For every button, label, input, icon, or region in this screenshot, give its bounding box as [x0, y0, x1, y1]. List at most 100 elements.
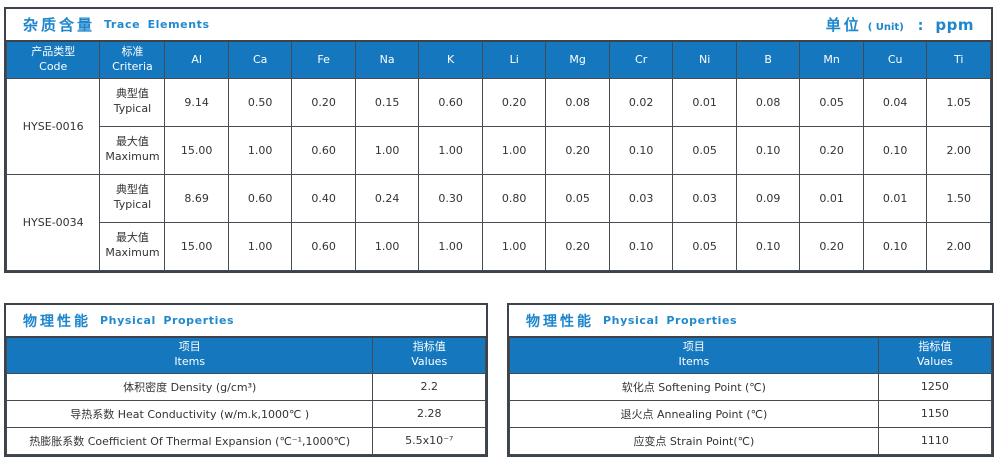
physical-right-title-en: Physical Properties [603, 314, 738, 327]
value-cell: 0.10 [608, 221, 674, 271]
value-cell: 0.04 [862, 77, 928, 127]
criteria-zh: 典型值 [115, 87, 149, 101]
unit-label-group: 单位 ( Unit) : ppm [826, 14, 974, 35]
value-cell: 0.10 [862, 221, 928, 271]
criteria-zh: 最大值 [115, 135, 149, 149]
value-cell: 0.60 [291, 221, 356, 271]
col-header-element: Fe [291, 40, 356, 79]
value-cell: 0.15 [354, 77, 420, 127]
col-header-element: Cu [862, 40, 928, 79]
col-header-criteria: 标准 Criteria [99, 40, 166, 79]
col-header-values-zh: 指标值 [412, 340, 446, 354]
value-cell: 0.01 [672, 77, 737, 127]
value-cell: 1.00 [227, 125, 293, 175]
col-header-values: 指标值 Values [372, 336, 486, 374]
value-cell: 0.20 [799, 221, 864, 271]
property-item-cell: 导热系数 Heat Conductivity (w/m.k,1000℃ ) [5, 399, 374, 428]
trace-header-row: 产品类型 Code 标准 Criteria Al Ca Fe Na K Li M… [5, 40, 991, 79]
col-header-items: 项目 Items [5, 336, 374, 374]
col-header-element: Cr [608, 40, 674, 79]
value-cell: 0.08 [545, 77, 610, 127]
col-header-element: Li [481, 40, 547, 79]
col-header-code: 产品类型 Code [5, 40, 101, 79]
value-cell: 2.00 [926, 125, 991, 175]
value-cell: 1.00 [418, 221, 483, 271]
property-value-cell: 5.5x10⁻⁷ [372, 426, 486, 455]
criteria-zh: 典型值 [115, 183, 149, 197]
value-cell: 0.03 [608, 173, 674, 223]
property-item-cell: 体积密度 Density (g/cm³) [5, 372, 374, 401]
property-value-cell: 1150 [877, 399, 993, 428]
product-code-cell: HYSE-0016 [5, 77, 101, 175]
value-cell: 0.09 [735, 173, 801, 223]
criteria-en: Typical [113, 102, 152, 115]
unit-colon: : [917, 18, 924, 34]
value-cell: 0.20 [799, 125, 864, 175]
value-cell: 0.10 [735, 125, 801, 175]
property-item-cell: 软化点 Softening Point (℃) [509, 372, 879, 401]
value-cell: 0.05 [799, 77, 864, 127]
value-cell: 0.05 [672, 221, 737, 271]
physical-left-row: 体积密度 Density (g/cm³) 2.2 [5, 372, 486, 401]
value-cell: 0.20 [291, 77, 356, 127]
value-cell: 1.00 [354, 125, 420, 175]
trace-elements-table: 产品类型 Code 标准 Criteria Al Ca Fe Na K Li M… [5, 40, 991, 271]
trace-row-0016-typical: HYSE-0016 典型值 Typical 9.14 0.50 0.20 0.1… [5, 77, 991, 175]
physical-left-table: 项目 Items 指标值 Values 体积密度 Density (g/cm³)… [5, 336, 486, 455]
value-cell: 0.05 [672, 125, 737, 175]
property-item-cell: 应变点 Strain Point(℃) [509, 426, 879, 455]
criteria-cell: 典型值 Typical [99, 173, 166, 223]
criteria-cell: 最大值 Maximum [99, 125, 166, 175]
physical-left-row: 热膨胀系数 Coefficient Of Thermal Expansion (… [5, 426, 486, 455]
value-cell: 1.05 [926, 77, 991, 127]
col-header-element: Ca [227, 40, 293, 79]
col-header-values-en: Values [411, 355, 448, 369]
value-cell: 15.00 [164, 125, 229, 175]
physical-left-title-en: Physical Properties [100, 314, 235, 327]
value-cell: 0.80 [481, 173, 547, 223]
col-header-items-en: Items [174, 355, 206, 369]
value-cell: 0.10 [862, 125, 928, 175]
value-cell: 8.69 [164, 173, 229, 223]
col-header-values-zh: 指标值 [918, 340, 952, 354]
property-value-cell: 1110 [877, 426, 993, 455]
physical-right-row: 应变点 Strain Point(℃) 1110 [509, 426, 993, 455]
property-item-cell: 热膨胀系数 Coefficient Of Thermal Expansion (… [5, 426, 374, 455]
value-cell: 0.60 [227, 173, 293, 223]
value-cell: 1.00 [481, 221, 547, 271]
trace-elements-panel: 杂质含量 Trace Elements 单位 ( Unit) : ppm 产品类… [4, 7, 993, 273]
product-code-cell: HYSE-0034 [5, 173, 101, 271]
criteria-cell: 典型值 Typical [99, 77, 166, 127]
value-cell: 0.03 [672, 173, 737, 223]
value-cell: 0.50 [227, 77, 293, 127]
value-cell: 0.30 [418, 173, 483, 223]
value-cell: 0.40 [291, 173, 356, 223]
trace-row-0034-maximum: 最大值 Maximum 15.00 1.00 0.60 1.00 1.00 1.… [7, 221, 991, 271]
physical-left-header-row: 项目 Items 指标值 Values [5, 336, 486, 374]
col-header-element: Al [164, 40, 229, 79]
value-cell: 0.20 [545, 125, 610, 175]
physical-right-header-row: 项目 Items 指标值 Values [509, 336, 993, 374]
physical-right-titlebar: 物理性能 Physical Properties [509, 305, 992, 336]
trace-title-zh: 杂质含量 [23, 16, 96, 34]
col-header-element: Mn [799, 40, 864, 79]
col-header-element: Ti [926, 40, 991, 79]
physical-properties-left-panel: 物理性能 Physical Properties 项目 Items 指标值 Va… [4, 303, 488, 457]
value-cell: 1.00 [227, 221, 293, 271]
trace-row-0016-maximum: 最大值 Maximum 15.00 1.00 0.60 1.00 1.00 1.… [7, 125, 991, 175]
value-cell: 1.00 [418, 125, 483, 175]
value-cell: 0.20 [481, 77, 547, 127]
value-cell: 9.14 [164, 77, 229, 127]
col-header-criteria-zh: 标准 [121, 44, 144, 58]
unit-label-zh: 单位 [825, 16, 862, 34]
value-cell: 0.10 [608, 125, 674, 175]
col-header-element: Mg [545, 40, 610, 79]
col-header-element: K [418, 40, 483, 79]
col-header-items-zh: 项目 [682, 340, 705, 354]
trace-row-0034-typical: HYSE-0034 典型值 Typical 8.69 0.60 0.40 0.2… [5, 173, 991, 271]
value-cell: 0.60 [291, 125, 356, 175]
physical-left-title-zh: 物理性能 [23, 313, 91, 330]
criteria-en: Typical [113, 198, 152, 211]
col-header-element: Na [354, 40, 420, 79]
